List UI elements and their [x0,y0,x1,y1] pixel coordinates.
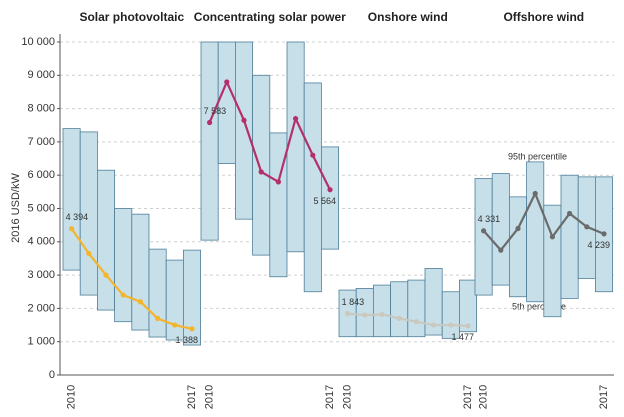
panel-title: Solar photovoltaic [79,10,184,24]
y-tick-label: 8 000 [27,103,55,115]
y-tick-label: 4 000 [27,236,55,248]
average-point [258,169,264,175]
value-label: 1 843 [342,297,365,307]
range-box [286,41,305,253]
value-label: 4 331 [478,214,501,224]
range-box [508,196,527,298]
y-tick-label: 2 000 [27,302,55,314]
y-axis-label: 2016 USD/kW [10,173,22,243]
average-point [241,117,247,123]
x-tick-label: 2017 [324,385,336,409]
average-point [448,322,454,328]
range-box [560,174,579,299]
value-label: 4 239 [587,240,610,250]
average-point [207,119,213,126]
average-point [498,247,504,253]
average-point [532,190,538,197]
y-tick-label: 6 000 [27,169,55,181]
range-box [97,169,116,311]
average-point [465,323,471,329]
average-point [120,292,126,298]
average-point [327,187,333,193]
range-box [269,132,288,278]
average-line [482,190,605,252]
range-box [458,279,477,333]
average-point [601,231,607,237]
range-box [407,279,426,338]
average-point [69,226,75,232]
y-tick-label: 5 000 [27,202,55,214]
range-box [148,248,167,338]
average-point [155,315,161,321]
average-point [189,326,195,332]
average-point [431,322,437,328]
value-label: 7 583 [204,106,227,116]
average-point [481,228,487,234]
average-point [362,312,368,318]
value-label: 5 564 [313,196,336,206]
average-point [293,115,299,122]
annotation: 95th percentile [508,151,567,161]
average-point [345,311,351,317]
average-point [549,234,556,240]
y-tick-label: 9 000 [27,69,55,81]
average-line [208,79,331,191]
average-line [347,312,469,327]
value-label: 1 477 [451,332,474,342]
annotation: 5th percentile [512,301,566,311]
range-box [372,284,391,338]
average-point [103,272,109,278]
y-tick-label: 7 000 [27,136,55,148]
range-box [320,146,339,250]
average-point [379,311,385,317]
x-tick-label: 2010 [66,385,78,409]
x-tick-label: 2017 [186,385,198,409]
range-box [252,74,271,256]
average-point [396,315,402,321]
range-box [165,259,184,341]
x-tick-label: 2010 [204,385,216,409]
range-box [526,161,545,303]
average-point [515,225,521,232]
average-point [275,179,281,185]
average-point [584,224,590,230]
average-point [224,79,230,85]
x-tick-label: 2010 [342,385,354,409]
y-tick-label: 10 000 [21,36,55,48]
average-line [70,228,193,330]
range-box [390,281,409,338]
x-tick-label: 2010 [478,385,490,409]
range-box [62,128,81,271]
average-point [413,319,419,325]
y-tick-label: 3 000 [27,269,55,281]
range-box [200,41,219,241]
range-box [182,249,201,346]
x-tick-label: 2017 [598,385,610,409]
range-box [217,41,236,164]
range-box [114,208,133,323]
average-point [567,210,573,217]
range-box [131,213,150,331]
range-box [234,41,253,220]
panel-title: Onshore wind [368,10,448,24]
average-point [172,322,178,328]
value-label: 4 394 [66,212,89,222]
panel-title: Concentrating solar power [194,10,346,24]
y-tick-label: 0 [49,369,55,381]
value-label: 1 388 [175,335,198,345]
average-point [310,152,316,158]
x-tick-label: 2017 [462,385,474,409]
panel-title: Offshore wind [503,10,584,24]
range-box [303,82,322,293]
y-tick-label: 1 000 [27,336,55,348]
range-box [491,173,510,286]
average-point [86,250,92,257]
average-point [137,299,143,305]
